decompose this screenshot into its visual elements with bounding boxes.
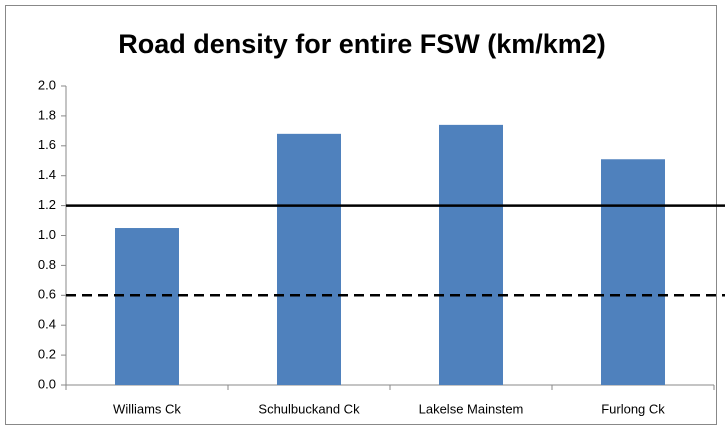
y-tick-label: 0.4 [38, 317, 56, 332]
bar [601, 159, 665, 385]
bar [277, 133, 341, 385]
y-tick-label: 0.0 [38, 376, 56, 391]
y-tick-label: 0.6 [38, 287, 56, 302]
x-tick-label: Furlong Ck [601, 401, 665, 416]
y-tick-label: 0.2 [38, 347, 56, 362]
x-tick-label: Williams Ck [113, 401, 181, 416]
y-tick-label: 1.4 [38, 167, 56, 182]
y-tick-label: 1.2 [38, 197, 56, 212]
bar [439, 124, 503, 386]
x-tick-label: Schulbuckand Ck [258, 401, 360, 416]
y-tick-label: 2.0 [38, 77, 56, 92]
y-tick-label: 1.6 [38, 137, 56, 152]
bar [115, 228, 179, 385]
y-tick-label: 0.8 [38, 257, 56, 272]
y-tick-label: 1.0 [38, 227, 56, 242]
x-tick-label: Lakelse Mainstem [419, 401, 524, 416]
y-tick-label: 1.8 [38, 107, 56, 122]
chart-title: Road density for entire FSW (km/km2) [118, 29, 606, 59]
